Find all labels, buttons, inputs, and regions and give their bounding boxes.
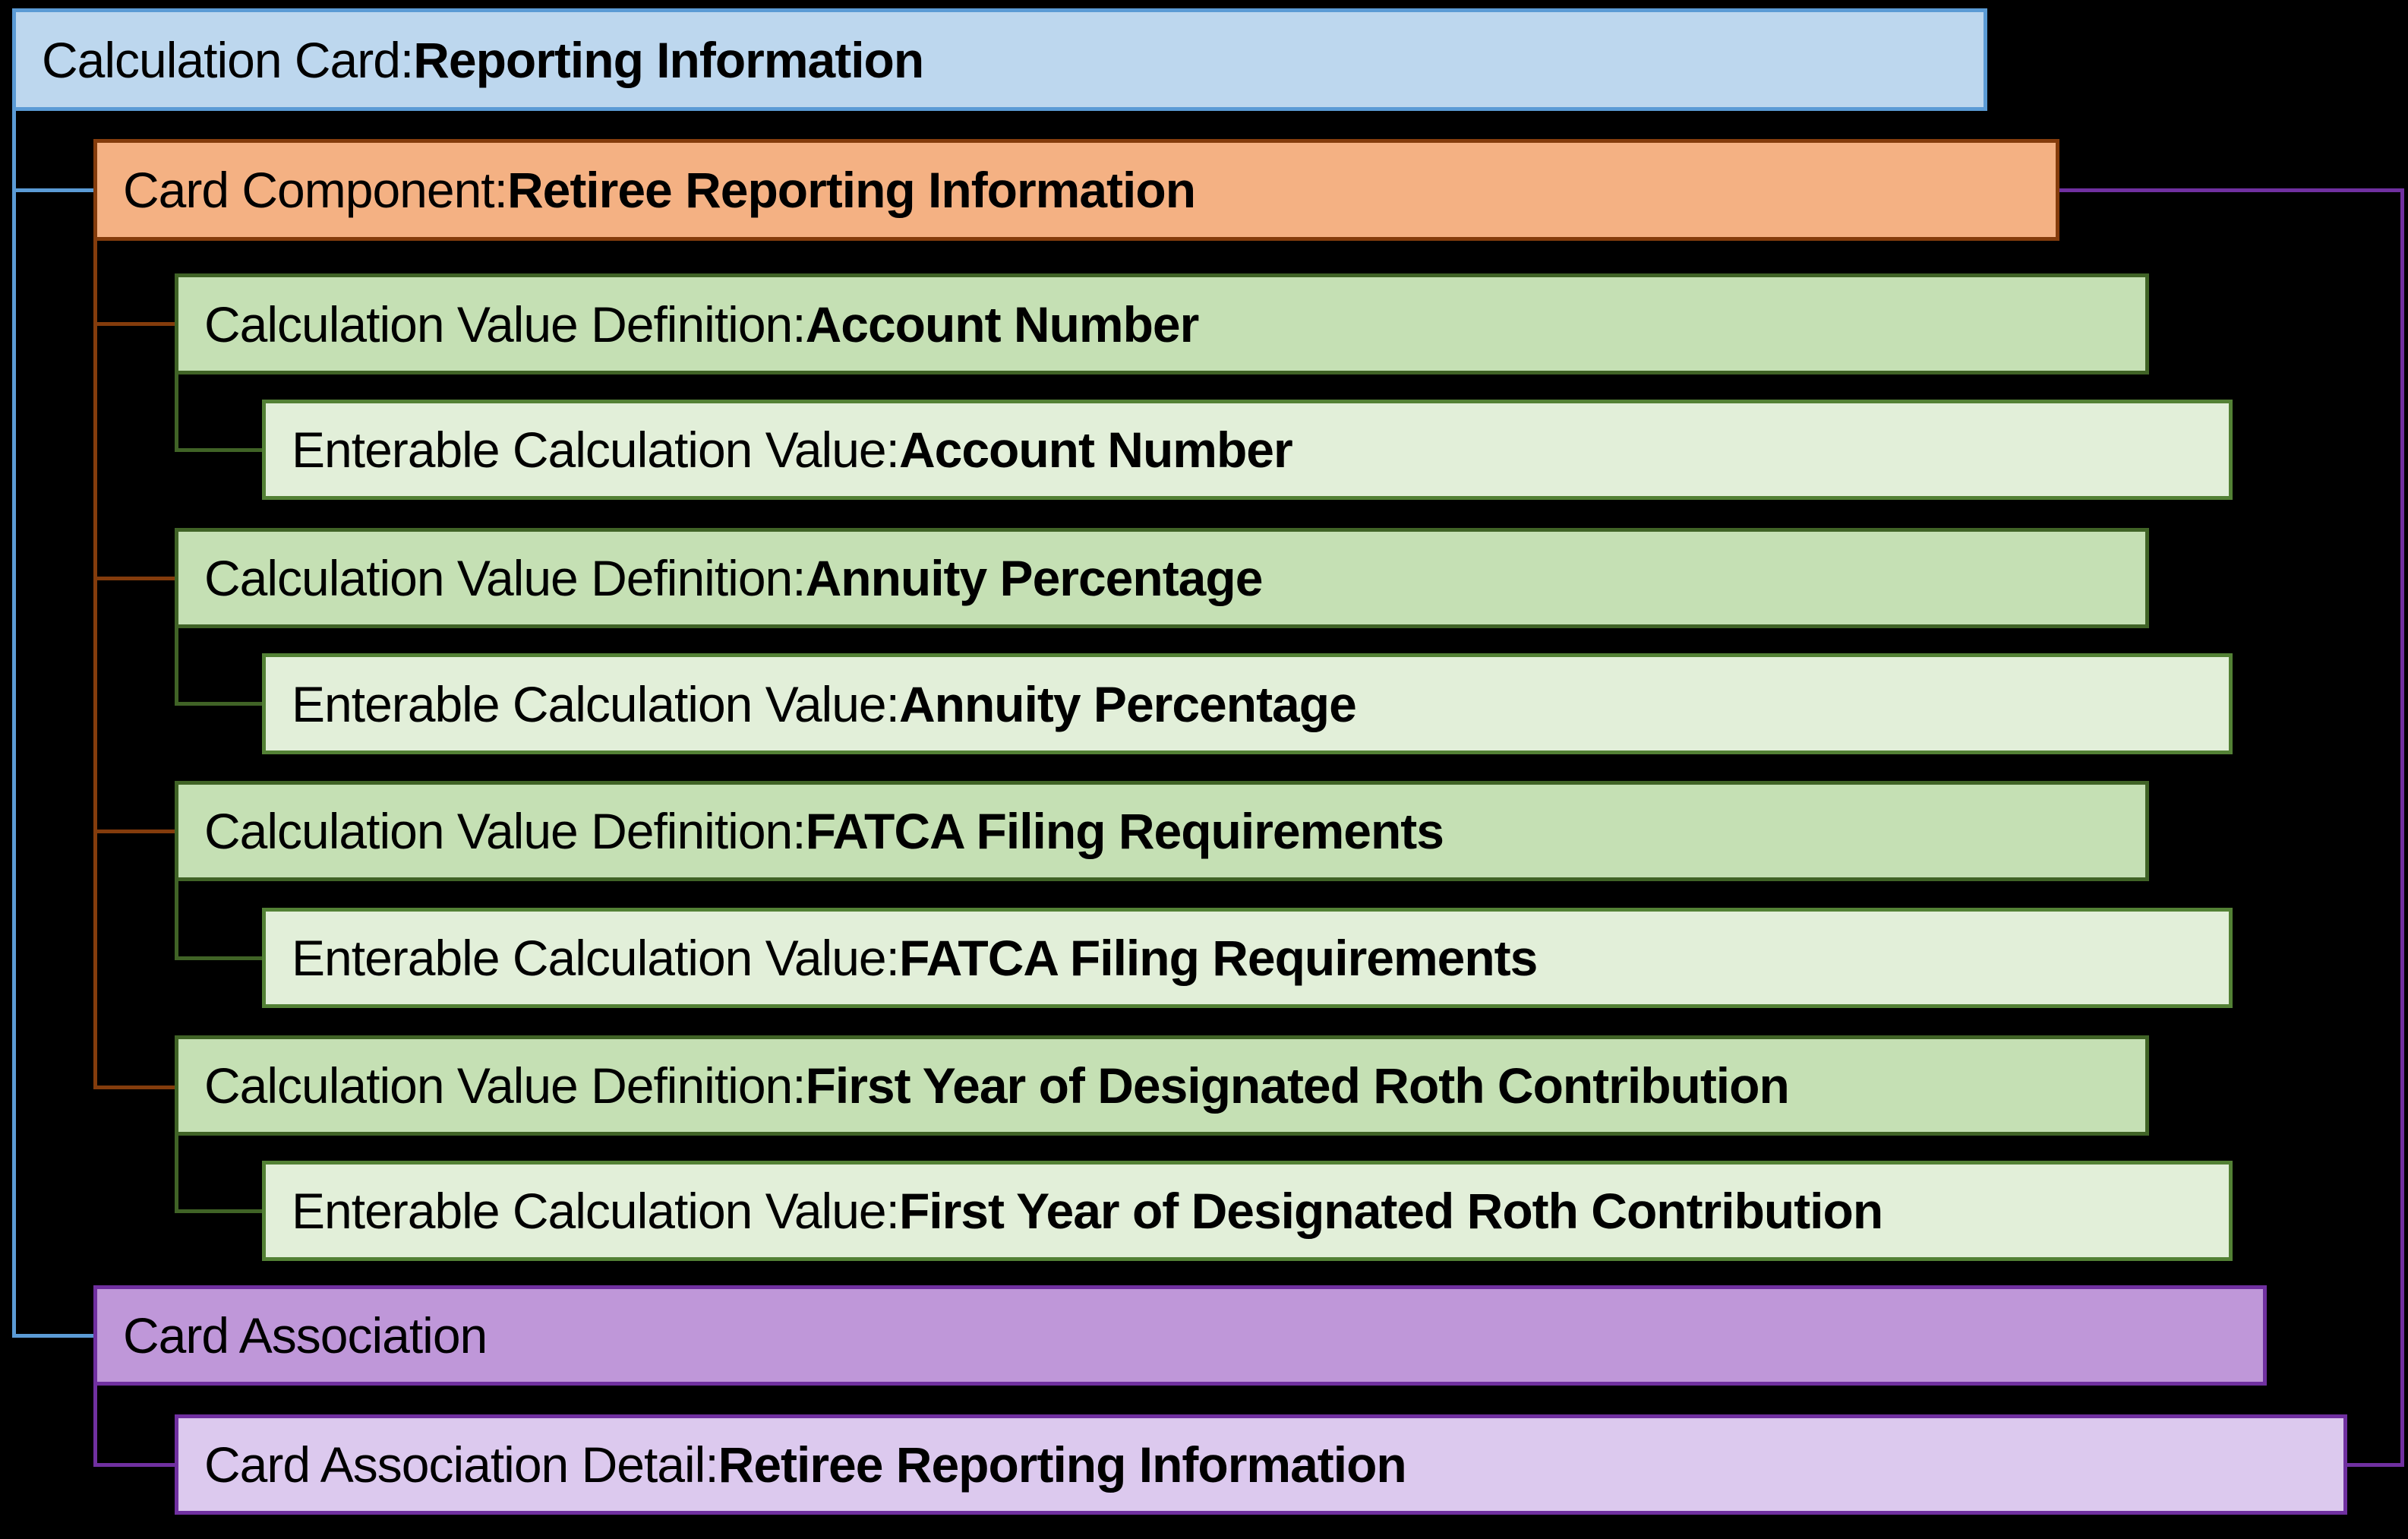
connector-to-cvd-annuity-percentage-horizontal [93,577,175,580]
node-label-value: Reporting Information [413,31,924,88]
connector-cvd3-to-ecv3-horizontal [175,956,262,960]
node-label-value: Account Number [898,422,1293,478]
node-calc-value-def-fatca: Calculation Value Definition: FATCA Fili… [175,781,2149,881]
connector-cvd2-to-ecv2-horizontal [175,702,262,706]
node-enterable-value-fatca: Enterable Calculation Value: FATCA Filin… [262,908,2233,1008]
node-label-prefix: Enterable Calculation Value: [292,1183,900,1239]
connector-cvd1-to-ecv1-horizontal [175,448,262,452]
node-label-prefix: Enterable Calculation Value: [292,422,900,478]
node-label-prefix: Calculation Value Definition: [204,803,806,859]
node-label-value: First Year of Designated Roth Contributi… [805,1057,1790,1114]
connector-cvd4-to-ecv4-horizontal [175,1209,262,1213]
node-label-prefix: Card Association [123,1307,488,1364]
node-calc-value-def-account-number: Calculation Value Definition: Account Nu… [175,273,2149,374]
connector-association-to-detail-horizontal [93,1463,175,1467]
connector-card-component-trunk-vertical [93,241,97,1089]
node-label-prefix: Card Association Detail: [204,1436,719,1493]
connector-calculation-card-trunk-vertical [12,111,16,1338]
node-enterable-value-annuity-percentage: Enterable Calculation Value: Annuity Per… [262,653,2233,754]
node-card-association: Card Association [93,1285,2267,1386]
node-label-prefix: Enterable Calculation Value: [292,675,900,732]
node-label-value: Annuity Percentage [805,550,1264,606]
node-calculation-card: Calculation Card: Reporting Information [12,8,1987,111]
connector-to-cvd-fatca-horizontal [93,830,175,833]
connector-cvd4-to-ecv4-vertical [175,1136,178,1213]
node-label-value: Annuity Percentage [898,675,1357,732]
connector-cvd1-to-ecv1-vertical [175,374,178,452]
node-enterable-value-first-year-roth: Enterable Calculation Value: First Year … [262,1161,2233,1261]
node-label-prefix: Calculation Value Definition: [204,550,806,606]
node-label-prefix: Calculation Value Definition: [204,1057,806,1114]
connector-cvd2-to-ecv2-vertical [175,628,178,706]
connector-to-cvd-account-number-horizontal [93,322,175,326]
node-label-prefix: Calculation Value Definition: [204,295,806,352]
node-card-component: Card Component: Retiree Reporting Inform… [93,139,2059,241]
connector-to-cvd-first-year-horizontal [93,1086,175,1089]
node-card-association-detail: Card Association Detail: Retiree Reporti… [175,1414,2347,1515]
node-enterable-value-account-number: Enterable Calculation Value: Account Num… [262,400,2233,500]
node-label-prefix: Calculation Card: [42,31,414,88]
connector-component-to-detail-bottom-horizontal [2347,1463,2404,1467]
node-label-prefix: Enterable Calculation Value: [292,930,900,986]
node-label-value: FATCA Filing Requirements [898,930,1538,986]
connector-to-card-component-horizontal [12,188,93,192]
node-calc-value-def-first-year-roth: Calculation Value Definition: First Year… [175,1035,2149,1136]
node-label-value: Retiree Reporting Information [718,1436,1407,1493]
node-label-value: FATCA Filing Requirements [805,803,1444,859]
node-label-value: Retiree Reporting Information [507,162,1196,218]
node-label-value: First Year of Designated Roth Contributi… [898,1183,1883,1239]
connector-to-card-association-horizontal [12,1334,93,1338]
node-calc-value-def-annuity-percentage: Calculation Value Definition: Annuity Pe… [175,528,2149,628]
node-label-prefix: Card Component: [123,162,508,218]
connector-cvd3-to-ecv3-vertical [175,881,178,960]
connector-association-to-detail-vertical [93,1386,97,1467]
connector-component-to-detail-top-horizontal [2059,188,2404,192]
connector-component-to-detail-right-vertical [2400,188,2404,1467]
node-label-value: Account Number [805,295,1200,352]
